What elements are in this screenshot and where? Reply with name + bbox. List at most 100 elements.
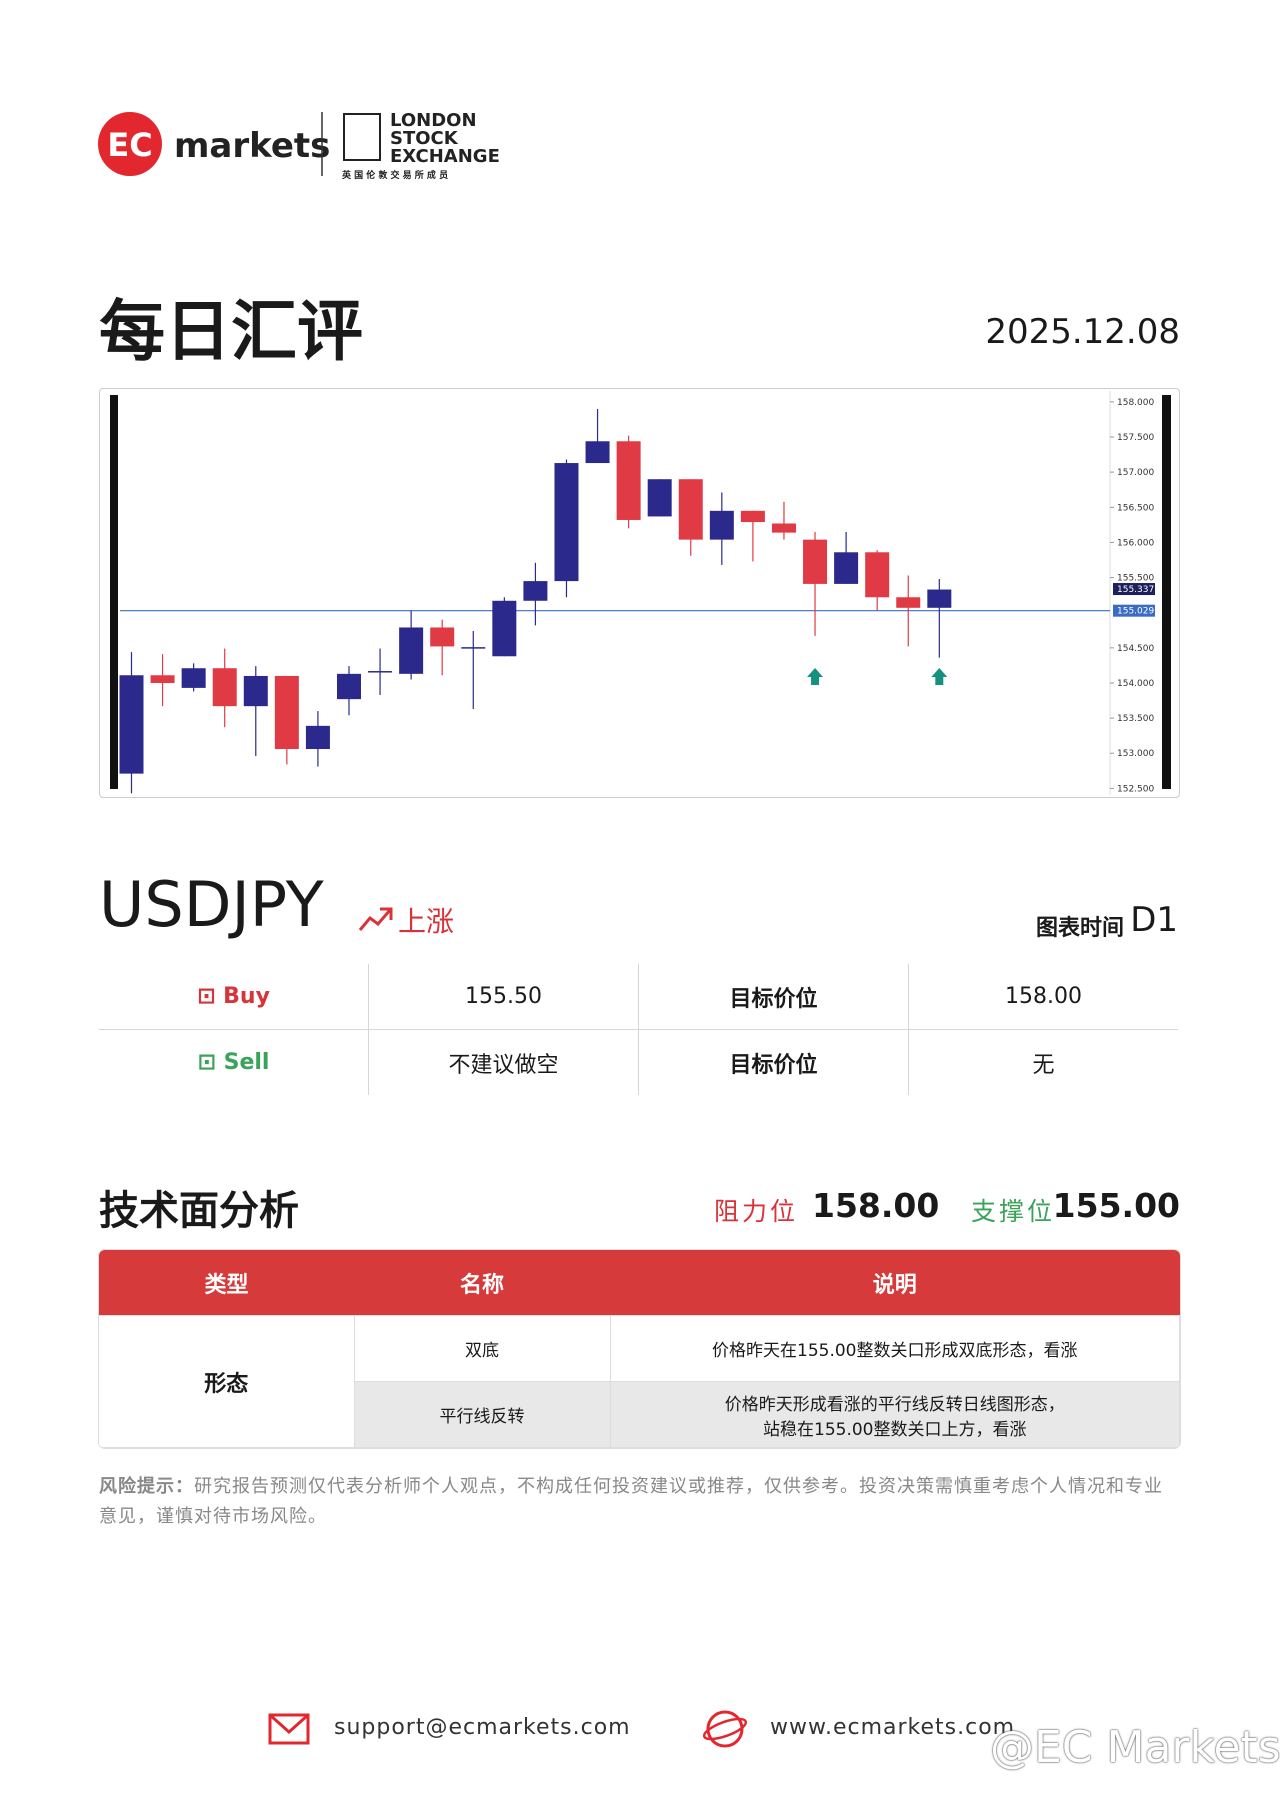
globe-icon (702, 1710, 748, 1748)
lse-crest (343, 113, 381, 161)
sell-cell: ⊡ Sell (99, 1029, 369, 1095)
header-cell: 类型 (99, 1250, 354, 1316)
lse-text: STOCK (390, 128, 459, 149)
candle-body (119, 675, 144, 774)
support: 155.00 (1052, 1186, 1180, 1225)
desc-cell: 价格昨天形成看涨的平行线反转日线图形态， 站稳在155.00整数关口上方，看涨 (609, 1381, 1180, 1448)
resistance-label: 阻力位 (714, 1197, 799, 1226)
y-tick-label: 154.000 (1117, 679, 1154, 689)
price-tag (1113, 583, 1155, 596)
trend: 上涨 (398, 905, 455, 938)
candle-body (616, 441, 641, 520)
lse-text: LONDON (390, 110, 477, 131)
y-tick-label: 156.000 (1117, 538, 1154, 548)
buy-cell: ⊡ Buy (99, 964, 369, 1030)
signal-arrow (807, 668, 824, 685)
candle-body (305, 725, 330, 750)
candle-body (336, 673, 361, 700)
logo-circle (98, 112, 162, 176)
candle-body (181, 668, 206, 688)
candle-body (927, 589, 952, 608)
candle-body (647, 479, 672, 517)
timeframe: D1 (1130, 900, 1178, 940)
disclaimer-text: 研究报告预测仅代表分析师个人观点，不构成任何投资建议或推荐，仅供参考。投资决策需… (99, 1476, 1163, 1527)
cell: 155.50 (368, 964, 639, 1030)
cell: 目标价位 (638, 964, 909, 1030)
candle-body (771, 523, 796, 533)
candle-body (430, 627, 455, 647)
logo-ec: EC (107, 126, 152, 164)
header-cell: 名称 (354, 1250, 610, 1316)
title: 每日汇评 (99, 293, 363, 370)
candle-body (368, 671, 393, 673)
lse-member: 英 国 伦 敦 交 易 所 成 员 (341, 169, 448, 181)
candle-body (274, 675, 299, 750)
lse-text: EXCHANGE (390, 146, 500, 167)
candle-body (212, 668, 237, 707)
candle-body (523, 581, 548, 601)
cell: 无 (908, 1029, 1178, 1095)
frame-bar (1162, 395, 1171, 789)
candle-body (740, 510, 765, 523)
candle-body (461, 647, 486, 649)
trend-icon (358, 907, 393, 931)
candle-body (678, 479, 703, 540)
candle-body (399, 627, 424, 674)
date: 2025.12.08 (985, 312, 1180, 352)
signal-arrow (931, 668, 948, 685)
desc-line: 价格昨天在155.00整数关口形成双底形态，看涨 (712, 1341, 1078, 1361)
desc-line: 价格昨天形成看涨的平行线反转日线图形态， (724, 1394, 1065, 1415)
desc-line: 站稳在155.00整数关口上方，看涨 (763, 1419, 1027, 1440)
category: 形态 (99, 1315, 355, 1448)
symbol: USDJPY (99, 868, 324, 941)
y-tick-label: 157.000 (1117, 468, 1154, 478)
watermark: @EC Markets (990, 1722, 1280, 1773)
cell: 158.00 (908, 964, 1178, 1030)
y-tick-label: 158.000 (1117, 398, 1154, 408)
chart: 158.000 157.500 157.000 156.500 156.000 155.5… (99, 388, 1180, 798)
y-tick-label: 154.500 (1117, 644, 1154, 654)
cell: 目标价位 (638, 1029, 909, 1095)
name-cell: 平行线反转 (353, 1381, 611, 1448)
disclaimer: 风险提示：研究报告预测仅代表分析师个人观点，不构成任何投资建议或推荐，仅供参考。… (99, 1472, 1181, 1532)
header-cell: 说明 (610, 1250, 1180, 1316)
support-label: 支撑位 (971, 1197, 1056, 1226)
candle-body (554, 463, 579, 582)
desc-cell: 价格昨天在155.00整数关口形成双底形态，看涨 (609, 1315, 1180, 1382)
y-tick-label: 153.500 (1117, 714, 1154, 724)
cell: 不建议做空 (368, 1029, 639, 1095)
y-tick-label: 155.500 (1117, 574, 1154, 584)
website: www.ecmarkets.com (770, 1715, 1016, 1740)
frame-bar (110, 395, 118, 789)
candle-body (896, 597, 921, 608)
price-tag-label: 155.029 (1117, 607, 1154, 617)
analysis-table: 类型 名称 说明 形态 双底 价格昨天在155.00整数关口形成双底形态，看涨 平行线反… (99, 1250, 1180, 1448)
disclaimer-label: 风险提示： (99, 1476, 194, 1497)
candle-body (803, 539, 828, 584)
y-tick-label: 152.500 (1117, 784, 1154, 794)
candle-body (709, 510, 734, 540)
y-tick-label: 153.000 (1117, 749, 1154, 759)
sell: Sell (223, 1050, 270, 1075)
analysis-title: 技术面分析 (99, 1188, 299, 1234)
email-icon (268, 1713, 310, 1745)
candle-body (834, 552, 859, 584)
timeframe-label: 图表时间 (1035, 916, 1124, 941)
candle-body (150, 675, 175, 683)
name-cell: 双底 (353, 1315, 611, 1382)
candle-body (243, 675, 268, 707)
price-tag-label: 155.337 (1117, 585, 1154, 595)
email: support@ecmarkets.com (334, 1715, 631, 1740)
candle-body (492, 600, 517, 657)
resistance: 158.00 (812, 1186, 940, 1225)
y-tick-label: 157.500 (1117, 433, 1154, 443)
price-tag (1113, 604, 1155, 617)
buy: Buy (223, 984, 270, 1009)
logo-markets: markets (174, 126, 330, 166)
candle-body (585, 441, 610, 464)
trade-table: ⊡ Buy 155.50 目标价位 158.00 ⊡ Sell 不建议做空 目标价位无 (98, 963, 1179, 1096)
logo: EC markets LONDON STOCK EXCHANGE 英 国 伦 敦… (98, 110, 500, 181)
candle-body (865, 552, 890, 598)
y-tick-label: 156.500 (1117, 503, 1154, 513)
